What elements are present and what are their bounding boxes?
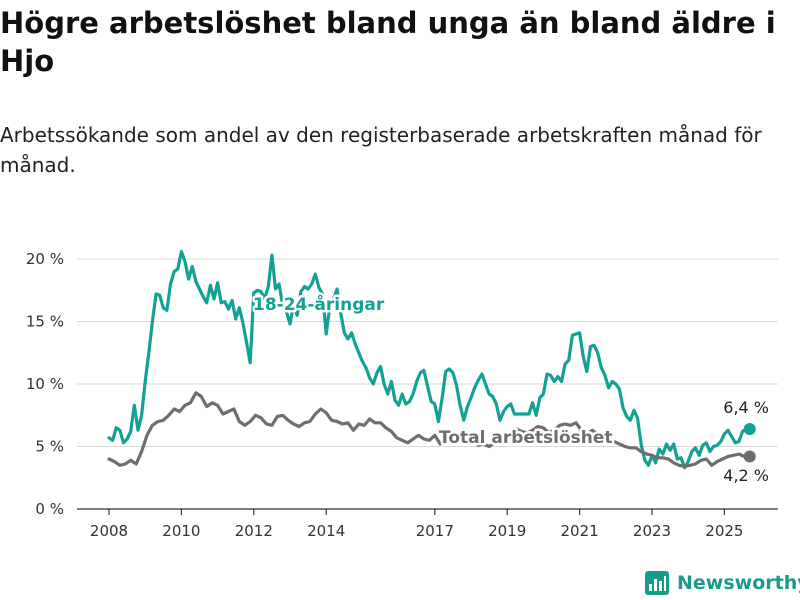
x-tick-label: 2014 xyxy=(307,522,345,540)
series-labels: 18-24-åringar Total arbetslöshet 6,4 % 4… xyxy=(251,291,772,488)
brand-name: Newsworthy xyxy=(677,572,800,594)
end-point-total xyxy=(743,450,756,463)
x-tick-label: 2021 xyxy=(561,522,599,540)
y-tick-label: 20 % xyxy=(26,250,64,268)
series-line-total xyxy=(107,391,752,469)
x-tick-label: 2023 xyxy=(633,522,671,540)
x-tick-label: 2008 xyxy=(90,522,128,540)
end-value-label-total: 4,2 % xyxy=(723,466,769,485)
brand-logo: Newsworthy xyxy=(644,568,800,598)
end-value-label-youth: 6,4 % xyxy=(723,398,769,417)
x-tick-label: 2017 xyxy=(416,522,454,540)
end-point-youth xyxy=(743,423,756,435)
x-tick-label: 2025 xyxy=(705,522,743,540)
chart-subtitle: Arbetssökande som andel av den registerb… xyxy=(0,123,762,177)
gridlines xyxy=(77,258,778,447)
y-tick-label: 15 % xyxy=(26,313,64,331)
y-tick-label: 0 % xyxy=(35,500,64,518)
axes: 0 % 5 % 10 % 15 % 20 % 2008 2010 2012 2014 2017 20… xyxy=(26,250,778,540)
series-label-total: Total arbetslöshet xyxy=(439,428,613,448)
bar-chart-icon xyxy=(645,571,669,595)
x-tick-label: 2012 xyxy=(235,522,273,540)
series-line-youth xyxy=(107,249,752,470)
series-lines xyxy=(107,249,756,470)
y-tick-label: 5 % xyxy=(35,438,64,456)
chart-title: Högre arbetslöshet bland unga än bland ä… xyxy=(0,6,776,78)
series-label-youth: 18-24-åringar xyxy=(253,293,385,315)
x-tick-label: 2010 xyxy=(162,522,200,540)
x-tick-label: 2019 xyxy=(488,522,526,540)
y-tick-label: 10 % xyxy=(26,375,64,393)
